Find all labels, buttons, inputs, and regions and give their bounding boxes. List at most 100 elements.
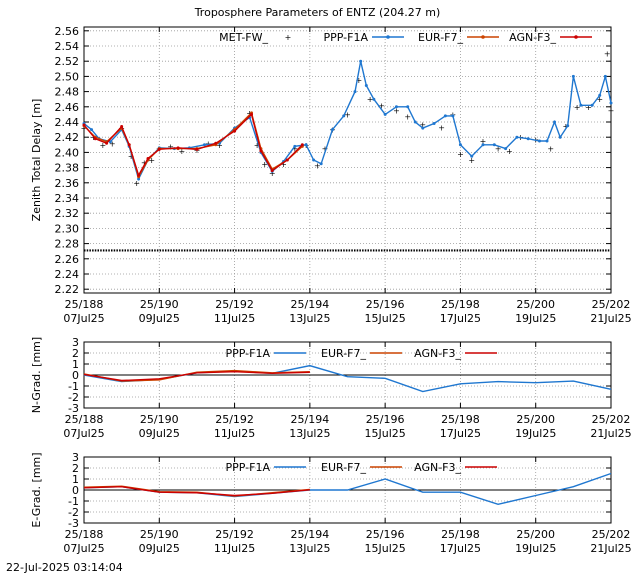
data-point	[515, 135, 519, 139]
data-point	[300, 143, 304, 147]
x-tick-date-label: 11Jul25	[214, 427, 255, 440]
y-tick-label: 2	[72, 462, 79, 475]
y-tick-label: 0	[72, 484, 79, 497]
data-point	[304, 143, 308, 147]
data-point: +	[438, 123, 445, 132]
data-point: +	[99, 141, 106, 150]
y-tick-label: 2.44	[55, 116, 80, 129]
chart-title: Troposphere Parameters of ENTZ (204.27 m…	[194, 6, 441, 19]
x-tick-label: 25/198	[441, 528, 480, 541]
data-point	[364, 84, 368, 88]
y-tick-label: 1	[72, 358, 79, 371]
y-tick-label: -1	[68, 380, 79, 393]
x-tick-label: 25/194	[291, 413, 330, 426]
x-tick-label: 25/200	[516, 528, 555, 541]
x-tick-label: 25/202	[592, 413, 631, 426]
series-line-PPP-F1A	[83, 61, 612, 181]
data-point: +	[547, 145, 554, 154]
data-point	[93, 137, 97, 141]
y-tick-label: 2.48	[55, 86, 80, 99]
x-tick-date-label: 17Jul25	[440, 427, 481, 440]
legend-marker	[386, 35, 390, 39]
x-tick-date-label: 09Jul25	[139, 427, 180, 440]
data-point	[443, 114, 447, 118]
data-point	[481, 143, 485, 147]
legend-label: PPP-F1A	[226, 461, 271, 474]
data-point: +	[314, 161, 321, 170]
data-point	[233, 129, 237, 133]
x-tick-label: 25/192	[215, 528, 254, 541]
x-tick-label: 25/188	[65, 298, 104, 311]
data-point: +	[81, 124, 88, 133]
legend-label: PPP-F1A	[324, 31, 369, 44]
legend-label: PPP-F1A	[226, 347, 271, 360]
data-point	[451, 114, 455, 118]
series-line-AGN-F3_	[83, 485, 310, 497]
data-point	[146, 156, 150, 160]
data-point: +	[109, 139, 116, 148]
plot-frame	[83, 26, 612, 294]
data-point: +	[604, 50, 611, 59]
y-tick-label: 2.52	[55, 55, 80, 68]
data-point	[120, 125, 124, 129]
series-line-EUR-F7_	[83, 485, 310, 497]
data-point	[504, 147, 508, 151]
y-tick-label: 2.54	[55, 40, 80, 53]
x-tick-label: 25/202	[592, 298, 631, 311]
y-tick-label: 2.26	[55, 253, 80, 266]
data-point	[558, 135, 562, 139]
data-point	[319, 162, 323, 166]
x-tick-label: 25/188	[65, 413, 104, 426]
x-tick-label: 25/194	[291, 298, 330, 311]
data-point: +	[404, 113, 411, 122]
y-tick-label: 2.24	[55, 268, 80, 281]
x-tick-label: 25/202	[592, 528, 631, 541]
data-point: +	[367, 95, 374, 104]
x-tick-date-label: 15Jul25	[365, 312, 406, 325]
y-tick-label: 2.38	[55, 162, 80, 175]
data-point: +	[393, 107, 400, 116]
x-tick-date-label: 15Jul25	[365, 542, 406, 555]
legend-label: MET-FW_	[219, 31, 268, 44]
legend-label: AGN-F3_	[414, 461, 461, 474]
x-tick-date-label: 17Jul25	[440, 542, 481, 555]
y-tick-label: 2.56	[55, 25, 80, 38]
legend-marker: +	[285, 33, 292, 42]
data-point: +	[596, 95, 603, 104]
x-tick-label: 25/200	[516, 298, 555, 311]
data-point	[105, 141, 109, 145]
y-tick-label: 3	[72, 451, 79, 464]
x-tick-label: 25/188	[65, 528, 104, 541]
data-point: +	[246, 109, 253, 118]
data-point: +	[495, 145, 502, 154]
data-point	[603, 74, 607, 78]
data-point	[195, 147, 199, 151]
y-tick-label: 0	[72, 369, 79, 382]
data-point: +	[280, 160, 287, 169]
data-point: +	[261, 160, 268, 169]
legend-label: AGN-F3_	[414, 347, 461, 360]
x-tick-label: 25/194	[291, 528, 330, 541]
data-point: +	[468, 156, 475, 165]
series-line-PPP-F1A	[83, 472, 612, 506]
data-point: +	[216, 141, 223, 150]
y-tick-label: 3	[72, 336, 79, 349]
x-tick-label: 25/196	[366, 298, 405, 311]
x-tick-date-label: 07Jul25	[63, 312, 104, 325]
data-point: +	[179, 147, 186, 156]
data-point: +	[90, 133, 97, 142]
y-tick-label: 1	[72, 473, 79, 486]
x-tick-date-label: 19Jul25	[515, 427, 556, 440]
x-tick-label: 25/196	[366, 413, 405, 426]
data-point: +	[148, 156, 155, 165]
y-tick-label: 2.46	[55, 101, 80, 114]
data-point	[137, 173, 141, 177]
x-tick-label: 25/190	[140, 413, 179, 426]
data-point	[127, 143, 131, 147]
data-point: +	[608, 107, 615, 116]
x-tick-label: 25/192	[215, 298, 254, 311]
x-tick-date-label: 07Jul25	[63, 427, 104, 440]
legend-label: AGN-F3_	[509, 31, 556, 44]
data-point	[330, 128, 334, 132]
